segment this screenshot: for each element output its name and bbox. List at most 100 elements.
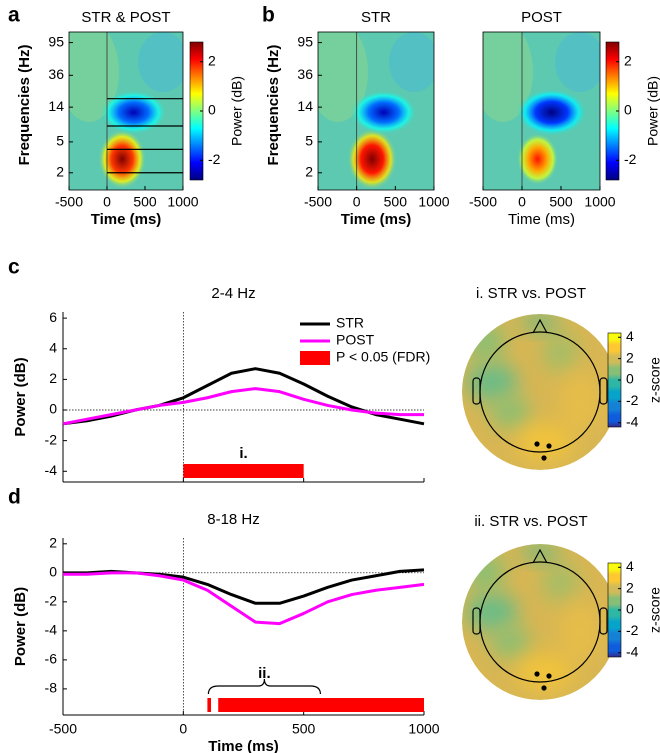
electrode-marker: [541, 685, 547, 691]
colorbar-tick-label: -4: [626, 413, 639, 429]
head-nose: [532, 548, 548, 564]
legend-label: STR: [336, 315, 364, 331]
y-axis-label: Power (dB): [12, 357, 29, 436]
y-tick-label: 2: [49, 370, 57, 386]
legend-label: POST: [336, 332, 375, 348]
colorbar-tick-label: -2: [626, 392, 639, 408]
y-tick-label: -2: [45, 593, 58, 609]
y-tick-label: 95: [48, 33, 64, 49]
colorbar-tick-label: 2: [208, 52, 216, 68]
y-tick-label: 5: [56, 133, 64, 149]
x-tick-label: 0: [353, 194, 361, 210]
colorbar-label: z-score: [647, 357, 660, 403]
legend-label: P < 0.05 (FDR): [336, 349, 430, 365]
topomap-patch: [560, 602, 600, 662]
chart-title: STR & POST: [81, 9, 170, 26]
head-outline: [479, 331, 601, 453]
heatmap: [69, 32, 183, 190]
plot-frame: [317, 31, 435, 191]
topomap-patch: [466, 592, 518, 632]
heatmap: [318, 32, 434, 190]
colorbar-label: Power (dB): [645, 76, 660, 146]
colorbar-label: z-score: [647, 587, 660, 633]
x-tick-label: -500: [304, 194, 332, 210]
heatmap-peak: [516, 133, 559, 186]
chart-title: 2-4 Hz: [211, 285, 255, 302]
series-line: [62, 367, 425, 426]
y-axis-label: Frequencies (Hz): [16, 45, 33, 166]
y-tick-label: 4: [49, 339, 57, 355]
x-tick-label: 1000: [408, 721, 439, 737]
topomap-patch: [517, 654, 573, 690]
colorbar-tick-label: 2: [626, 349, 634, 365]
topomap-patch: [517, 424, 573, 460]
significance-label: ii.: [258, 665, 271, 682]
heatmap-peak: [350, 89, 418, 135]
y-tick-label: -4: [45, 622, 58, 638]
topomap-patch: [520, 544, 560, 562]
topomap: [462, 544, 618, 700]
electrode-marker: [546, 443, 552, 449]
topomap-patch: [542, 332, 578, 372]
panel-label: a: [8, 4, 20, 27]
x-tick-label: -500: [55, 194, 83, 210]
y-axis-label: Power (dB): [12, 587, 29, 666]
head-outline: [479, 561, 601, 683]
colorbar-tick-label: -2: [624, 151, 637, 167]
x-axis-label: Time (ms): [341, 211, 412, 228]
topomap-patch: [490, 626, 530, 658]
topomap-patch: [560, 372, 600, 432]
topomap-patch: [542, 562, 578, 602]
y-tick-label: 0: [49, 401, 57, 417]
y-tick-label: -2: [45, 431, 58, 447]
x-tick-label: 500: [549, 194, 573, 210]
heatmap-peak: [100, 89, 168, 135]
head-nose: [532, 318, 548, 334]
y-tick-label: 14: [48, 98, 64, 114]
series-line: [63, 568, 425, 605]
significance-brace: [207, 678, 321, 695]
heatmap-patch: [318, 32, 368, 122]
y-tick-label: 36: [48, 66, 64, 82]
x-tick-label: 0: [179, 721, 187, 737]
topomap-patch: [466, 362, 518, 402]
heatmap: [483, 32, 600, 190]
electrode-marker: [534, 441, 540, 447]
y-tick-label: -8: [45, 680, 58, 696]
colorbar-tick-label: 0: [626, 371, 634, 387]
colorbar-tick-label: -2: [626, 622, 639, 638]
colorbar-tick-label: 2: [624, 52, 632, 68]
colorbar-tick-label: 0: [624, 102, 632, 118]
heatmap-patch: [555, 32, 600, 92]
y-axis-label: Frequencies (Hz): [265, 45, 282, 166]
legend-swatch: [300, 351, 330, 365]
chart-title: STR: [361, 9, 391, 26]
plot-frame: [68, 31, 184, 191]
topomap: [462, 314, 618, 470]
x-tick-label: -500: [469, 194, 497, 210]
topomap-patch: [520, 314, 560, 332]
colorbar-tick-label: 0: [208, 102, 216, 118]
y-tick-label: 0: [49, 564, 57, 580]
significance-bar: [183, 464, 304, 478]
heatmap-peak: [347, 127, 398, 190]
colorbar-tick-label: 0: [626, 601, 634, 617]
colorbar-tick-label: -2: [208, 151, 221, 167]
x-axis-label: Time (ms): [508, 211, 575, 228]
significance-label: i.: [239, 445, 247, 462]
plot-frame: [482, 31, 601, 191]
significance-bar: [207, 698, 212, 712]
x-tick-label: 500: [384, 194, 408, 210]
heatmap-patch: [483, 32, 533, 122]
colorbar-tick-label: 4: [626, 328, 634, 344]
colorbar-label: Power (dB): [229, 76, 245, 146]
electrode-marker: [541, 455, 547, 461]
x-axis-label: Time (ms): [208, 738, 279, 753]
chart-title: 8-18 Hz: [207, 511, 260, 528]
x-tick-label: 1000: [584, 194, 615, 210]
x-tick-label: 0: [518, 194, 526, 210]
x-tick-label: 500: [133, 194, 157, 210]
chart-title: POST: [521, 9, 562, 26]
